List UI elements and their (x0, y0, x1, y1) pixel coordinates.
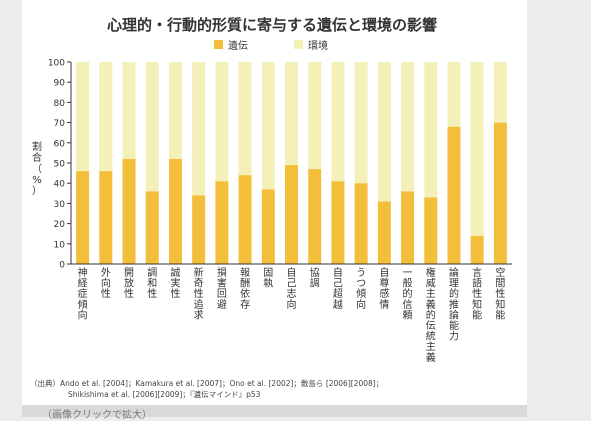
bar-heredity-10 (285, 165, 298, 264)
bar-heredity-1 (76, 171, 90, 264)
bars (76, 62, 507, 264)
x-axis-labels: 神経症傾向 外向性 開放性 調和性 誠実性 新奇性追求 損害回避 報酬依存 固執 自己志向 協調自己… (78, 266, 506, 364)
bar-environment-15 (401, 62, 415, 192)
bar-environment-17 (447, 62, 461, 127)
bar-heredity-14 (377, 201, 391, 264)
x-tick-label-14: 自尊感情 (379, 266, 389, 311)
y-tick-label: 100 (48, 59, 65, 69)
bar-environment-10 (285, 62, 298, 166)
x-tick-label-8: 報酬依存 (240, 267, 250, 311)
bar-environment-12 (331, 62, 345, 182)
bar-heredity-8 (238, 175, 252, 264)
figure-card[interactable]: 心理的・行動的形質に寄与する遺伝と環境の影響 遺伝 環境 割合（%） 0 10 20 3… (22, 0, 527, 405)
chart-title: 心理的・行動的形質に寄与する遺伝と環境の影響 (107, 16, 437, 34)
y-tick-label: 80 (54, 99, 66, 109)
bar-environment-19 (493, 62, 507, 123)
bar-heredity-2 (99, 171, 113, 264)
legend: 遺伝 環境 (214, 39, 328, 52)
source-line-1: （出典）Ando et al. [2004]；Kamakura et al. [… (30, 378, 383, 388)
bar-heredity-7 (215, 181, 229, 264)
y-tick-label: 0 (59, 261, 65, 271)
bar-heredity-17 (447, 126, 461, 264)
bar-heredity-11 (308, 169, 322, 264)
y-tick-label: 30 (54, 200, 66, 210)
x-tick-label-12: 自己超越 (333, 266, 343, 311)
legend-swatch-1 (214, 40, 223, 49)
y-tick-label: 20 (54, 220, 66, 230)
x-tick-label-3: 開放性 (124, 267, 134, 300)
x-tick-label-9: 固執 (263, 267, 273, 290)
x-tick-label-18: 言語性知能 (472, 266, 482, 321)
bar-environment-1 (76, 62, 90, 172)
x-tick-label-4: 調和性 (147, 266, 157, 300)
zoom-hint[interactable]: （画像クリックで拡大） (42, 410, 152, 421)
legend-swatch-2 (294, 40, 303, 49)
x-tick-label-11: 協調 (310, 266, 320, 290)
bar-environment-13 (354, 62, 368, 184)
x-tick-label-6: 新奇性追求 (194, 266, 204, 321)
bar-environment-14 (377, 62, 391, 202)
bar-heredity-18 (470, 235, 484, 264)
x-tick-label-10: 自己志向 (287, 266, 297, 311)
x-tick-label-13: うつ傾向 (356, 267, 366, 311)
bar-heredity-15 (401, 191, 415, 264)
bar-environment-11 (308, 62, 322, 170)
y-axis-ticks: 0 10 20 30 40 50 60 70 80 90 100 (48, 59, 71, 271)
bar-environment-3 (122, 62, 136, 159)
y-tick-label: 70 (54, 119, 66, 129)
bar-environment-4 (145, 62, 159, 192)
bar-environment-7 (215, 62, 229, 182)
y-tick-label: 90 (54, 79, 66, 89)
bar-heredity-19 (493, 122, 507, 264)
bar-environment-5 (168, 62, 182, 159)
legend-label-2: 環境 (308, 39, 328, 52)
bar-environment-2 (99, 62, 113, 172)
y-tick-label: 50 (54, 160, 66, 170)
x-tick-label-15: 一般的信頼 (403, 268, 413, 321)
bar-heredity-13 (354, 183, 368, 264)
y-tick-label: 10 (54, 240, 66, 250)
x-tick-label-17: 論理的推論能力 (449, 266, 459, 343)
bar-heredity-5 (168, 158, 182, 264)
bar-heredity-3 (122, 158, 136, 264)
axes (70, 62, 512, 265)
source-line-2: Shikishima et al. [2006][2009]；『遺伝マインド』p… (68, 389, 261, 399)
y-axis-title: 割合（%） (32, 140, 42, 197)
bar-environment-9 (261, 62, 275, 190)
x-tick-label-19: 空間性知能 (495, 266, 505, 321)
bar-heredity-12 (331, 181, 345, 264)
bar-environment-18 (470, 62, 484, 236)
bar-heredity-6 (192, 195, 206, 264)
x-tick-label-2: 外向性 (101, 267, 111, 300)
y-tick-label: 60 (54, 139, 66, 149)
x-tick-label-7: 損害回避 (217, 266, 227, 311)
y-tick-label: 40 (54, 180, 66, 190)
stacked-bar-chart: 心理的・行動的形質に寄与する遺伝と環境の影響 遺伝 環境 割合（%） 0 10 20 3… (30, 16, 512, 399)
bar-environment-16 (424, 62, 438, 198)
x-tick-label-5: 誠実性 (170, 266, 180, 300)
bar-environment-8 (238, 62, 252, 176)
legend-label-1: 遺伝 (228, 39, 248, 52)
y-axis-label: 割合（%） (32, 140, 42, 197)
bar-heredity-16 (424, 197, 438, 264)
footer-strip: （画像クリックで拡大） (22, 405, 527, 421)
bar-environment-6 (192, 62, 206, 196)
bar-heredity-4 (145, 191, 159, 264)
x-tick-label-16: 権威主義的伝統主義 (426, 266, 436, 364)
bar-heredity-9 (261, 189, 275, 264)
x-tick-label-1: 神経症傾向 (78, 266, 88, 321)
